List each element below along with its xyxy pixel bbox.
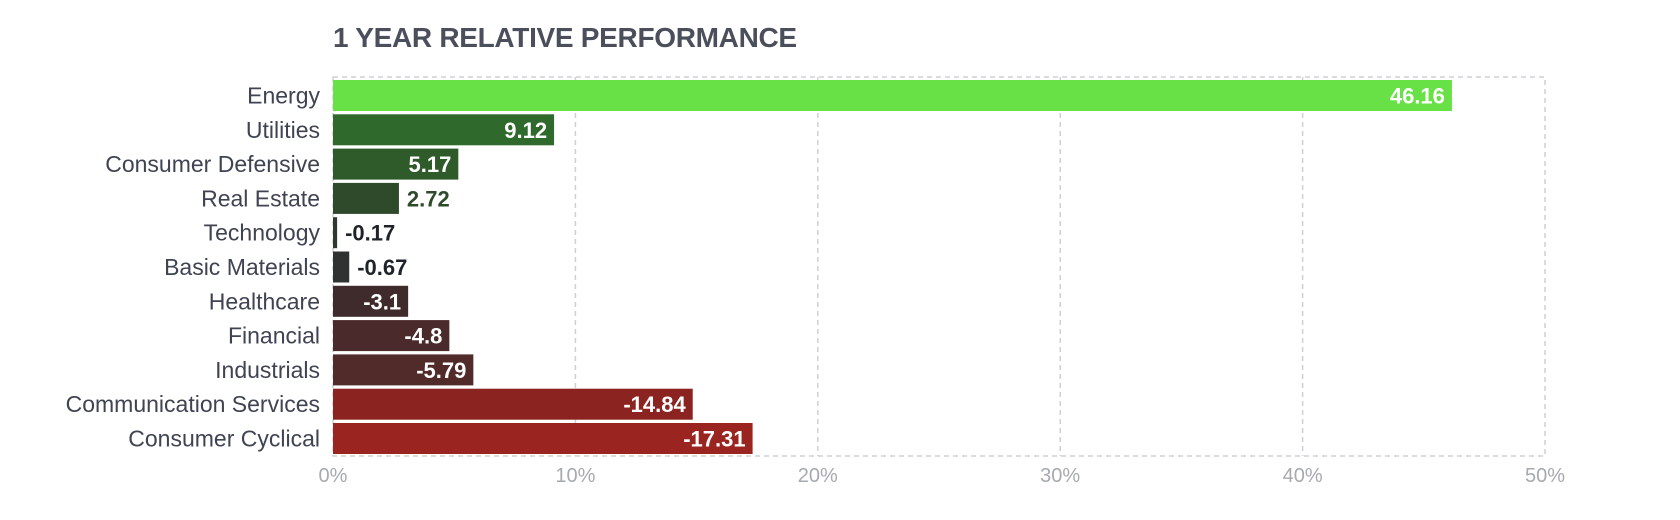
bars <box>333 80 1452 454</box>
bar <box>333 285 409 317</box>
value-label: 9.12 <box>504 118 547 143</box>
bar <box>333 320 450 352</box>
value-label: -0.67 <box>357 255 407 280</box>
category-labels: Energy Utilities Consumer Defensive Real Es… <box>66 83 321 452</box>
value-label: -5.79 <box>416 358 466 383</box>
bar <box>333 114 555 146</box>
x-axis-ticks: 0% 10% 20% 30% 40% 50% <box>319 465 1566 487</box>
x-tick-label: 40% <box>1283 465 1323 487</box>
bar <box>333 423 753 454</box>
x-tick-label: 50% <box>1525 465 1565 487</box>
category-label: Communication Services <box>66 391 320 417</box>
category-label: Consumer Cyclical <box>128 426 320 452</box>
bar <box>333 182 399 214</box>
category-label: Technology <box>204 220 321 246</box>
value-label: 2.72 <box>407 186 450 211</box>
value-label: 46.16 <box>1390 84 1445 109</box>
value-label: -4.8 <box>404 324 442 349</box>
category-label: Industrials <box>215 357 320 383</box>
value-label: -14.84 <box>623 392 686 417</box>
bar <box>333 251 350 283</box>
x-tick-label: 20% <box>798 465 838 487</box>
category-label: Basic Materials <box>164 254 320 280</box>
value-label: 5.17 <box>408 152 451 177</box>
value-label: -3.1 <box>363 289 401 314</box>
value-label: -17.31 <box>683 427 745 452</box>
chart-title: 1 YEAR RELATIVE PERFORMANCE <box>333 22 797 53</box>
bar <box>333 217 338 249</box>
category-label: Real Estate <box>201 185 320 211</box>
category-label: Utilities <box>246 117 320 143</box>
bar <box>333 388 693 420</box>
value-labels: 46.16 9.12 5.17 2.72 -0.17 -0.67 -3.1-4.8 -5.79… <box>345 84 1445 452</box>
x-tick-label: 30% <box>1040 465 1080 487</box>
value-label: -0.17 <box>345 221 395 246</box>
x-tick-label: 0% <box>319 465 348 487</box>
category-label: Healthcare <box>209 288 320 314</box>
category-label: Consumer Defensive <box>105 151 320 177</box>
bar <box>333 354 474 386</box>
bar <box>333 148 459 180</box>
x-tick-label: 10% <box>555 465 595 487</box>
category-label: Energy <box>247 83 320 109</box>
bar <box>333 80 1452 111</box>
category-label: Financial <box>228 323 320 349</box>
